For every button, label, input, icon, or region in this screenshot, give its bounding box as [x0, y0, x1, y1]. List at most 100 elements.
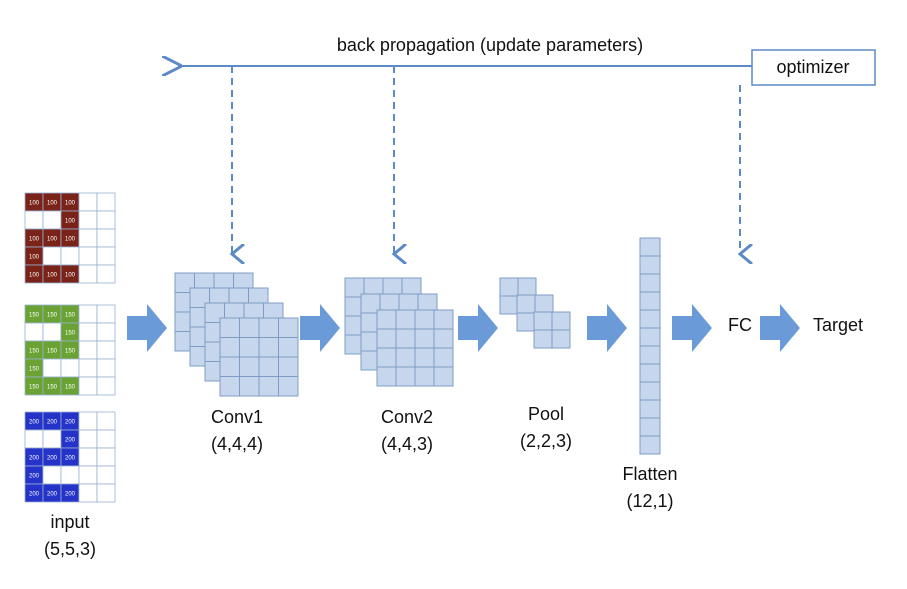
- flatten-cell: [639, 381, 661, 401]
- input-cell-value: 200: [65, 438, 76, 444]
- input-cell-value: 100: [47, 201, 58, 207]
- input-cell-value: 200: [29, 474, 40, 480]
- input-cell-value: 200: [65, 456, 76, 462]
- input-cell-value: 150: [47, 313, 58, 319]
- flatten-cell: [639, 237, 661, 257]
- input-label: input: [50, 512, 89, 532]
- layer-shape: (4,4,3): [381, 434, 433, 454]
- input-cell-value: 100: [47, 273, 58, 279]
- input-cell: [96, 376, 116, 396]
- feature-cell: [516, 312, 536, 332]
- input-cell: [78, 228, 98, 248]
- feature-cell: [278, 337, 299, 358]
- feature-cell: [499, 277, 519, 297]
- input-cell: [78, 465, 98, 485]
- input-cell: [96, 228, 116, 248]
- input-cell: [60, 358, 80, 378]
- input-cell: [60, 465, 80, 485]
- feature-cell: [517, 277, 537, 297]
- input-cell: [96, 429, 116, 449]
- layer-shape: (12,1): [626, 491, 673, 511]
- input-cell-value: 150: [29, 313, 40, 319]
- feature-cell: [239, 317, 260, 338]
- input-cell-value: 100: [65, 201, 76, 207]
- input-cell-value: 100: [29, 201, 40, 207]
- feature-cell: [219, 317, 240, 338]
- input-cell: [78, 483, 98, 503]
- flatten-cell: [639, 435, 661, 455]
- optimizer-label: optimizer: [776, 57, 849, 77]
- input-cell-value: 150: [65, 331, 76, 337]
- input-cell: [78, 210, 98, 230]
- input-cell-value: 150: [47, 385, 58, 391]
- input-cell: [96, 411, 116, 431]
- backprop-label: back propagation (update parameters): [337, 35, 643, 55]
- feature-cell: [239, 337, 260, 358]
- input-cell: [78, 358, 98, 378]
- input-cell: [96, 264, 116, 284]
- input-cell: [96, 447, 116, 467]
- input-cell-value: 150: [29, 367, 40, 373]
- input-cell-value: 100: [65, 237, 76, 243]
- input-cell: [96, 210, 116, 230]
- input-cell: [96, 322, 116, 342]
- feature-cell: [278, 317, 299, 338]
- feature-cell: [433, 328, 454, 349]
- feature-cell: [239, 356, 260, 377]
- feature-cell: [433, 366, 454, 387]
- input-cell-value: 100: [29, 273, 40, 279]
- optimizer-box: [751, 49, 876, 86]
- fc-label: FC: [728, 315, 752, 335]
- feature-cell: [533, 311, 553, 331]
- feature-cell: [551, 311, 571, 331]
- input-cell-value: 200: [29, 492, 40, 498]
- input-cell-value: 150: [29, 349, 40, 355]
- feature-cell: [258, 317, 279, 338]
- flatten-cell: [639, 417, 661, 437]
- layer-label: Pool: [528, 404, 564, 424]
- input-cell: [42, 429, 62, 449]
- input-cell: [60, 246, 80, 266]
- feature-cell: [395, 366, 416, 387]
- input-cell: [42, 210, 62, 230]
- flatten-cell: [639, 255, 661, 275]
- feature-cell: [433, 347, 454, 368]
- input-cell-value: 100: [65, 219, 76, 225]
- input-cell: [78, 411, 98, 431]
- input-cell: [96, 246, 116, 266]
- input-cell: [78, 340, 98, 360]
- feature-cell: [395, 309, 416, 330]
- input-cell-value: 100: [65, 273, 76, 279]
- layer-shape: (2,2,3): [520, 431, 572, 451]
- input-cell-value: 150: [29, 385, 40, 391]
- input-cell: [78, 429, 98, 449]
- input-cell: [24, 429, 44, 449]
- input-cell-value: 200: [29, 420, 40, 426]
- input-cell-value: 200: [65, 420, 76, 426]
- feature-cell: [414, 328, 435, 349]
- feature-cell: [534, 294, 554, 314]
- feature-cell: [376, 347, 397, 368]
- feature-cell: [376, 366, 397, 387]
- feature-cell: [376, 328, 397, 349]
- feature-cell: [278, 356, 299, 377]
- target-label: Target: [813, 315, 863, 335]
- feature-cell: [499, 295, 519, 315]
- feature-cell: [278, 376, 299, 397]
- input-cell: [96, 340, 116, 360]
- input-cell: [96, 304, 116, 324]
- input-cell: [78, 376, 98, 396]
- input-cell-value: 200: [65, 492, 76, 498]
- flatten-cell: [639, 363, 661, 383]
- input-cell: [42, 465, 62, 485]
- input-cell-value: 100: [29, 255, 40, 261]
- feature-cell: [551, 329, 571, 349]
- input-cell: [96, 192, 116, 212]
- feature-cell: [219, 356, 240, 377]
- feature-cell: [414, 309, 435, 330]
- input-cell: [78, 322, 98, 342]
- layer-shape: (4,4,4): [211, 434, 263, 454]
- feature-cell: [219, 337, 240, 358]
- input-cell: [78, 192, 98, 212]
- input-cell-value: 100: [29, 237, 40, 243]
